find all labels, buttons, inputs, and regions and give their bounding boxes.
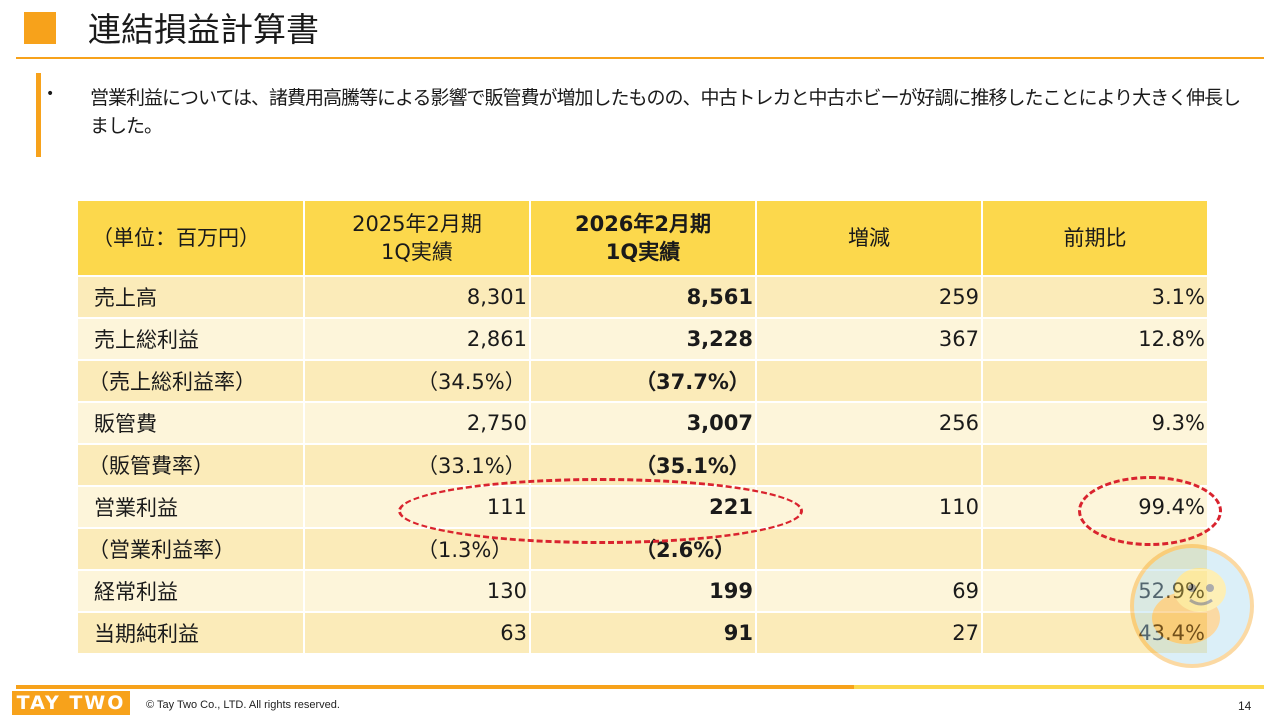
curr-value: 3,228 — [530, 318, 757, 361]
table-row: 売上総利益 2,861 3,228 367 12.8% — [78, 318, 1209, 361]
diff-value: 256 — [756, 402, 983, 445]
copyright-text: © Tay Two Co., LTD. All rights reserved. — [146, 699, 340, 711]
row-label: （売上総利益率） — [78, 360, 305, 403]
prev-value: 111 — [304, 486, 531, 529]
prev-value: 63 — [304, 612, 531, 655]
table-row: 経常利益 130 199 69 52.9% — [78, 570, 1209, 613]
table-row: （販管費率） （33.1%） （35.1%） — [78, 444, 1209, 487]
diff-value — [756, 360, 983, 403]
header-ratio: 前期比 — [982, 201, 1209, 277]
header-prev-line1: 2025年2月期 — [352, 212, 482, 236]
prev-value: 8,301 — [304, 276, 531, 319]
diff-value: 69 — [756, 570, 983, 613]
table-row: （売上総利益率） （34.5%） （37.7%） — [78, 360, 1209, 403]
ratio-value — [982, 360, 1209, 403]
row-label: 営業利益 — [78, 486, 305, 529]
header-diff: 増減 — [756, 201, 983, 277]
table-row: 販管費 2,750 3,007 256 9.3% — [78, 402, 1209, 445]
table-row: 営業利益 111 221 110 99.4% — [78, 486, 1209, 529]
header-prev-period: 2025年2月期 1Q実績 — [304, 201, 531, 277]
ratio-value: 12.8% — [982, 318, 1209, 361]
title-divider — [16, 57, 1264, 59]
page-number: 14 — [1238, 699, 1252, 713]
curr-value: 8,561 — [530, 276, 757, 319]
company-logo: TAY TWO — [12, 691, 130, 715]
table-header-row: （単位：百万円） 2025年2月期 1Q実績 2026年2月期 1Q実績 増減 … — [78, 201, 1209, 277]
footer-divider-yellow — [854, 685, 1264, 689]
ratio-value: 9.3% — [982, 402, 1209, 445]
diff-value: 27 — [756, 612, 983, 655]
table-row: （営業利益率） （1.3%） （2.6%） — [78, 528, 1209, 571]
ratio-value — [982, 528, 1209, 571]
diff-value — [756, 444, 983, 487]
curr-value: 221 — [530, 486, 757, 529]
header-curr-period: 2026年2月期 1Q実績 — [530, 201, 757, 277]
ratio-value — [982, 444, 1209, 487]
ratio-value: 3.1% — [982, 276, 1209, 319]
curr-value: （2.6%） — [530, 528, 757, 571]
row-label: 当期純利益 — [78, 612, 305, 655]
footer-divider-orange — [16, 685, 854, 689]
prev-value: （34.5%） — [304, 360, 531, 403]
curr-value: 91 — [530, 612, 757, 655]
row-label: 売上高 — [78, 276, 305, 319]
page-title: 連結損益計算書 — [88, 10, 319, 49]
row-label: 経常利益 — [78, 570, 305, 613]
diff-value: 110 — [756, 486, 983, 529]
curr-value: （35.1%） — [530, 444, 757, 487]
ratio-value: 99.4% — [982, 486, 1209, 529]
income-statement-table: （単位：百万円） 2025年2月期 1Q実績 2026年2月期 1Q実績 増減 … — [78, 201, 1209, 655]
title-marker — [24, 12, 56, 44]
bullet-accent-bar — [36, 73, 41, 157]
bullet-dot-icon: • — [46, 86, 55, 102]
diff-value: 367 — [756, 318, 983, 361]
curr-value: （37.7%） — [530, 360, 757, 403]
mascot-watermark-icon — [1130, 544, 1254, 668]
prev-value: （33.1%） — [304, 444, 531, 487]
diff-value: 259 — [756, 276, 983, 319]
curr-value: 199 — [530, 570, 757, 613]
row-label: （販管費率） — [78, 444, 305, 487]
table-row: 当期純利益 63 91 27 43.4% — [78, 612, 1209, 655]
prev-value: 2,750 — [304, 402, 531, 445]
prev-value: 2,861 — [304, 318, 531, 361]
header-unit: （単位：百万円） — [78, 201, 305, 277]
ratio-value: 43.4% — [982, 612, 1209, 655]
header-curr-line1: 2026年2月期 — [574, 212, 712, 236]
prev-value: （1.3%） — [304, 528, 531, 571]
row-label: （営業利益率） — [78, 528, 305, 571]
prev-value: 130 — [304, 570, 531, 613]
diff-value — [756, 528, 983, 571]
ratio-value: 52.9% — [982, 570, 1209, 613]
header-prev-line2: 1Q実績 — [381, 240, 453, 264]
header-curr-line2: 1Q実績 — [605, 240, 681, 264]
summary-text: 営業利益については、諸費用高騰等による影響で販管費が増加したものの、中古トレカと… — [90, 87, 1241, 137]
table-row: 売上高 8,301 8,561 259 3.1% — [78, 276, 1209, 319]
row-label: 売上総利益 — [78, 318, 305, 361]
row-label: 販管費 — [78, 402, 305, 445]
curr-value: 3,007 — [530, 402, 757, 445]
